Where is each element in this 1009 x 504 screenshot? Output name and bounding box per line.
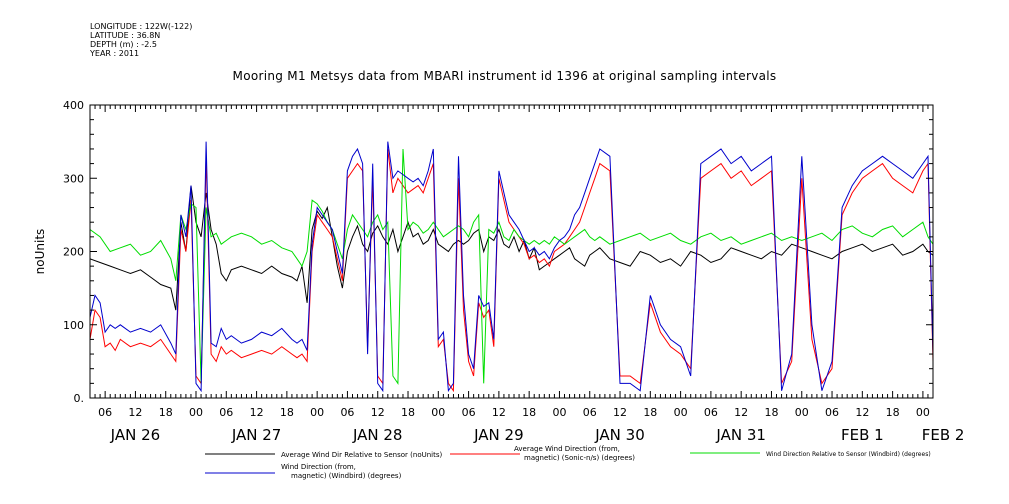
x-tick-label: 06 (219, 406, 233, 419)
y-tick-label: 100 (63, 319, 84, 332)
metadata-block: LONGITUDE : 122W(-122) LATITUDE : 36.8N … (90, 22, 192, 58)
y-tick-label: 300 (63, 172, 84, 185)
x-tick-label: 06 (704, 406, 718, 419)
x-day-label: JAN 30 (594, 426, 645, 444)
x-tick-label: 12 (613, 406, 627, 419)
x-day-label: FEB 2 (922, 426, 965, 444)
x-tick-label: 00 (189, 406, 203, 419)
legend-label-1: Average Wind Direction (from, magnetic) (… (514, 445, 635, 462)
y-tick-label: 200 (63, 246, 84, 259)
series-line-1 (90, 148, 933, 393)
x-tick-label: 06 (340, 406, 354, 419)
x-day-label: FEB 1 (841, 426, 884, 444)
x-tick-label: 06 (462, 406, 476, 419)
series-line-0 (90, 185, 933, 311)
meta-depth: DEPTH (m) : -2.5 (90, 40, 157, 49)
x-tick-label: 06 (583, 406, 597, 419)
x-tick-label: 00 (552, 406, 566, 419)
y-tick-label: 0. (74, 392, 85, 405)
x-tick-label: 18 (643, 406, 657, 419)
x-day-label: JAN 26 (110, 426, 161, 444)
x-day-label: JAN 28 (352, 426, 403, 444)
meta-year: YEAR : 2011 (90, 49, 140, 58)
x-tick-label: 12 (250, 406, 264, 419)
x-tick-label: 18 (280, 406, 294, 419)
x-tick-label: 18 (886, 406, 900, 419)
legend-label-0: Average Wind Dir Relative to Sensor (noU… (281, 451, 442, 459)
x-tick-label: 12 (128, 406, 142, 419)
x-tick-label: 00 (916, 406, 930, 419)
chart-title: Mooring M1 Metsys data from MBARI instru… (232, 69, 777, 83)
x-tick-label: 06 (98, 406, 112, 419)
x-tick-label: 12 (492, 406, 506, 419)
legend-label-3: Wind Direction (from, magnetic) (Windbird… (281, 463, 402, 480)
x-day-label: JAN 27 (231, 426, 282, 444)
x-tick-label: 00 (431, 406, 445, 419)
x-tick-label: 12 (371, 406, 385, 419)
x-tick-label: 18 (159, 406, 173, 419)
x-tick-label: 18 (764, 406, 778, 419)
legend-label-2: Wind Direction Relative to Sensor (Windb… (766, 451, 931, 458)
x-tick-label: 12 (855, 406, 869, 419)
x-tick-label: 18 (522, 406, 536, 419)
x-tick-label: 00 (310, 406, 324, 419)
x-day-label: JAN 29 (473, 426, 524, 444)
meta-latitude: LATITUDE : 36.8N (90, 31, 161, 40)
x-tick-label: 00 (674, 406, 688, 419)
y-axis-label: noUnits (33, 229, 47, 275)
series-line-2 (90, 148, 933, 385)
x-day-label: JAN 31 (715, 426, 766, 444)
x-tick-label: 00 (795, 406, 809, 419)
x-tick-label: 18 (401, 406, 415, 419)
x-tick-label: 12 (734, 406, 748, 419)
y-tick-label: 400 (63, 99, 84, 112)
meta-longitude: LONGITUDE : 122W(-122) (90, 22, 193, 31)
x-tick-label: 06 (825, 406, 839, 419)
series-line-3 (90, 141, 933, 393)
